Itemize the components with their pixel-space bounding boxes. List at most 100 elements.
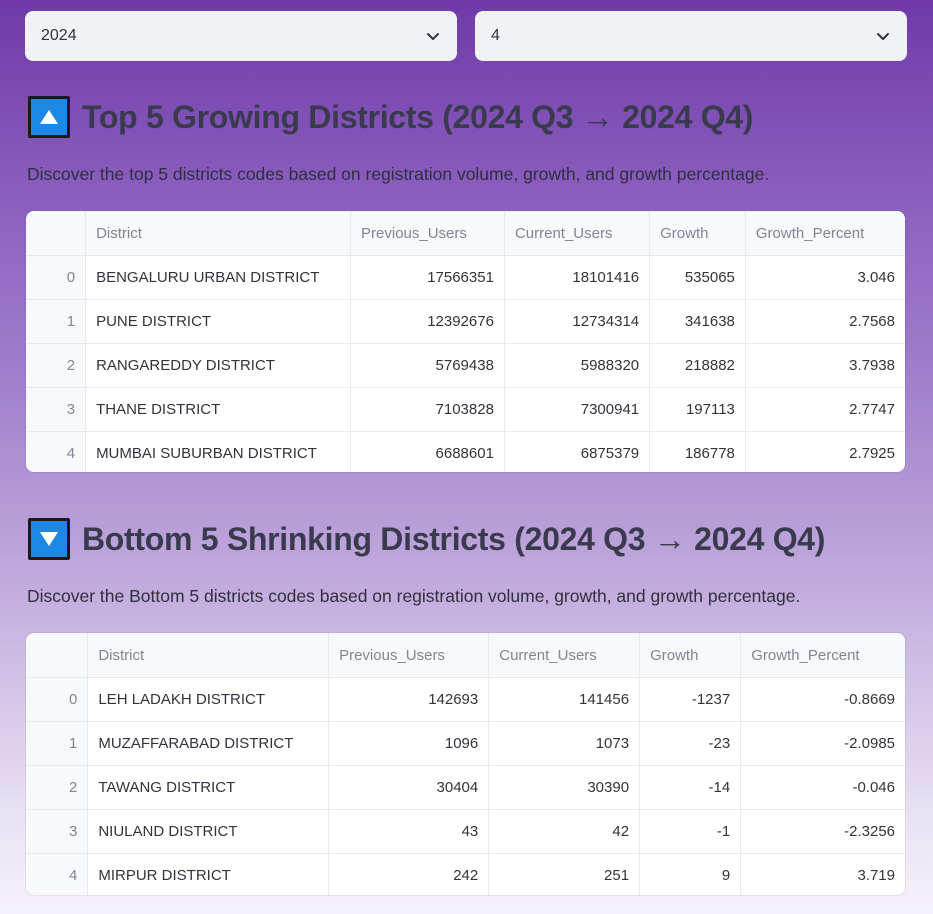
table-row[interactable]: 3 THANE DISTRICT 7103828 7300941 197113 2.774… — [26, 387, 905, 432]
row-index: 3 — [26, 809, 89, 854]
table-cell: 341638 — [649, 299, 746, 344]
bottom-section-title: Bottom 5 Shrinking Districts (2024 Q3 → … — [82, 520, 826, 557]
table-cell: -14 — [639, 765, 742, 810]
table-cell: 9 — [639, 853, 742, 895]
table-cell: PUNE DISTRICT — [85, 299, 352, 344]
column-header[interactable]: Current_Users — [504, 211, 651, 256]
row-index: 0 — [26, 677, 89, 722]
table-cell: 535065 — [649, 255, 746, 300]
year-select-value: 2024 — [41, 27, 77, 44]
table-cell: 3.046 — [745, 255, 905, 300]
row-index: 1 — [26, 721, 89, 766]
table-cell: RANGAREDDY DISTRICT — [85, 343, 352, 388]
table-cell: BENGALURU URBAN DISTRICT — [85, 255, 352, 300]
table-cell: TAWANG DISTRICT — [87, 765, 330, 810]
table-cell: -0.046 — [740, 765, 905, 810]
column-header[interactable]: Growth — [649, 211, 746, 256]
table-cell: 2.7925 — [849, 445, 895, 462]
quarter-select[interactable]: 4 — [475, 11, 907, 61]
top-section-description: Discover the top 5 districts codes based… — [27, 164, 770, 184]
table-cell: 186778 — [649, 431, 746, 472]
table-cell: 6688601 — [350, 431, 505, 472]
table-cell: 242 — [328, 853, 490, 895]
table-cell: 17566351 — [350, 255, 505, 300]
table-cell: 141456 — [488, 677, 641, 722]
column-header[interactable] — [26, 211, 87, 256]
table-cell: 6875379 — [504, 431, 651, 472]
table-cell: 1073 — [488, 721, 641, 766]
column-header[interactable]: Previous_Users — [328, 633, 490, 678]
table-cell: -23 — [639, 721, 742, 766]
chevron-down-icon — [875, 28, 891, 44]
filters: 2024 4 — [25, 11, 907, 61]
table-cell: 218882 — [649, 343, 746, 388]
row-index: 2 — [26, 343, 87, 388]
table-row[interactable]: 1 PUNE DISTRICT 12392676 12734314 341638 2.75… — [26, 299, 905, 344]
table-cell: 7300941 — [504, 387, 651, 432]
column-header[interactable]: District — [87, 633, 330, 678]
table-cell: LEH LADAKH DISTRICT — [87, 677, 330, 722]
row-index: 3 — [26, 387, 87, 432]
table-row[interactable]: 4 MUMBAI SUBURBAN DISTRICT 6688601 6875379 1… — [26, 431, 905, 472]
table-row[interactable]: 2 TAWANG DISTRICT 30404 30390 -14 -0.046 — [26, 765, 905, 810]
table-cell: 251 — [488, 853, 641, 895]
table-cell: 5988320 — [504, 343, 651, 388]
table-cell: 12392676 — [350, 299, 505, 344]
table-cell: 2.7747 — [745, 387, 905, 432]
table-header-row: District Previous_Users Current_Users Growt… — [26, 211, 905, 256]
chevron-down-icon — [425, 28, 441, 44]
column-header[interactable]: Previous_Users — [350, 211, 505, 256]
table-row[interactable]: 0 BENGALURU URBAN DISTRICT 17566351 1810141… — [26, 255, 905, 300]
table-cell: 2.7568 — [745, 299, 905, 344]
column-header[interactable]: Growth_Percent — [745, 211, 905, 256]
table-cell: -2.0985 — [740, 721, 905, 766]
table-header-row: District Previous_Users Current_Users Growt… — [26, 633, 905, 678]
column-header[interactable]: District — [85, 211, 352, 256]
table-row[interactable]: 0 LEH LADAKH DISTRICT 142693 141456 -1237 -0.… — [26, 677, 905, 722]
bottom-districts-table[interactable]: District Previous_Users Current_Users Growt… — [26, 633, 905, 895]
table-cell: MUMBAI SUBURBAN DISTRICT — [85, 431, 352, 472]
table-cell: 12734314 — [504, 299, 651, 344]
table-cell: 42 — [488, 809, 641, 854]
quarter-select-value: 4 — [491, 27, 500, 44]
table-row[interactable]: 3 NIULAND DISTRICT 43 42 -1 -2.3256 — [26, 809, 905, 854]
table-cell: 30404 — [328, 765, 490, 810]
top-section-title: Top 5 Growing Districts (2024 Q3 → 2024 … — [82, 98, 754, 135]
table-cell: 18101416 — [504, 255, 651, 300]
column-header[interactable]: Growth_Percent — [740, 633, 905, 678]
row-index: 2 — [26, 765, 89, 810]
table-cell: -1 — [639, 809, 742, 854]
table-cell: MIRPUR DISTRICT — [87, 853, 330, 895]
column-header[interactable]: Current_Users — [488, 633, 641, 678]
table-cell: 3.719 — [857, 867, 895, 884]
table-cell: 142693 — [328, 677, 490, 722]
top-section-heading: Top 5 Growing Districts (2024 Q3 → 2024 … — [28, 96, 753, 138]
table-cell: 30390 — [488, 765, 641, 810]
table-row[interactable]: 1 MUZAFFARABAD DISTRICT 1096 1073 -23 -2.0985 — [26, 721, 905, 766]
table-row[interactable]: 4 MIRPUR DISTRICT 242 251 9 3.719 — [26, 853, 905, 895]
table-cell: 197113 — [649, 387, 746, 432]
bottom-section-description: Discover the Bottom 5 districts codes ba… — [27, 586, 801, 606]
table-cell: 43 — [328, 809, 490, 854]
table-cell: THANE DISTRICT — [85, 387, 352, 432]
year-select[interactable]: 2024 — [25, 11, 457, 61]
column-header[interactable] — [26, 633, 89, 678]
table-cell: -1237 — [639, 677, 742, 722]
table-cell: 1096 — [328, 721, 490, 766]
table-row[interactable]: 2 RANGAREDDY DISTRICT 5769438 5988320 218882… — [26, 343, 905, 388]
arrow-up-icon — [28, 96, 70, 138]
table-cell: MUZAFFARABAD DISTRICT — [87, 721, 330, 766]
column-header[interactable]: Growth — [639, 633, 742, 678]
bottom-section-heading: Bottom 5 Shrinking Districts (2024 Q3 → … — [28, 518, 825, 560]
table-cell: 3.7938 — [745, 343, 905, 388]
row-index: 4 — [26, 431, 87, 472]
table-cell: 7103828 — [350, 387, 505, 432]
row-index: 0 — [26, 255, 87, 300]
table-cell: NIULAND DISTRICT — [87, 809, 330, 854]
row-index: 4 — [26, 853, 89, 895]
table-cell: -0.8669 — [740, 677, 905, 722]
table-cell: 5769438 — [350, 343, 505, 388]
top-districts-table[interactable]: District Previous_Users Current_Users Growt… — [26, 211, 905, 472]
table-cell: -2.3256 — [740, 809, 905, 854]
row-index: 1 — [26, 299, 87, 344]
